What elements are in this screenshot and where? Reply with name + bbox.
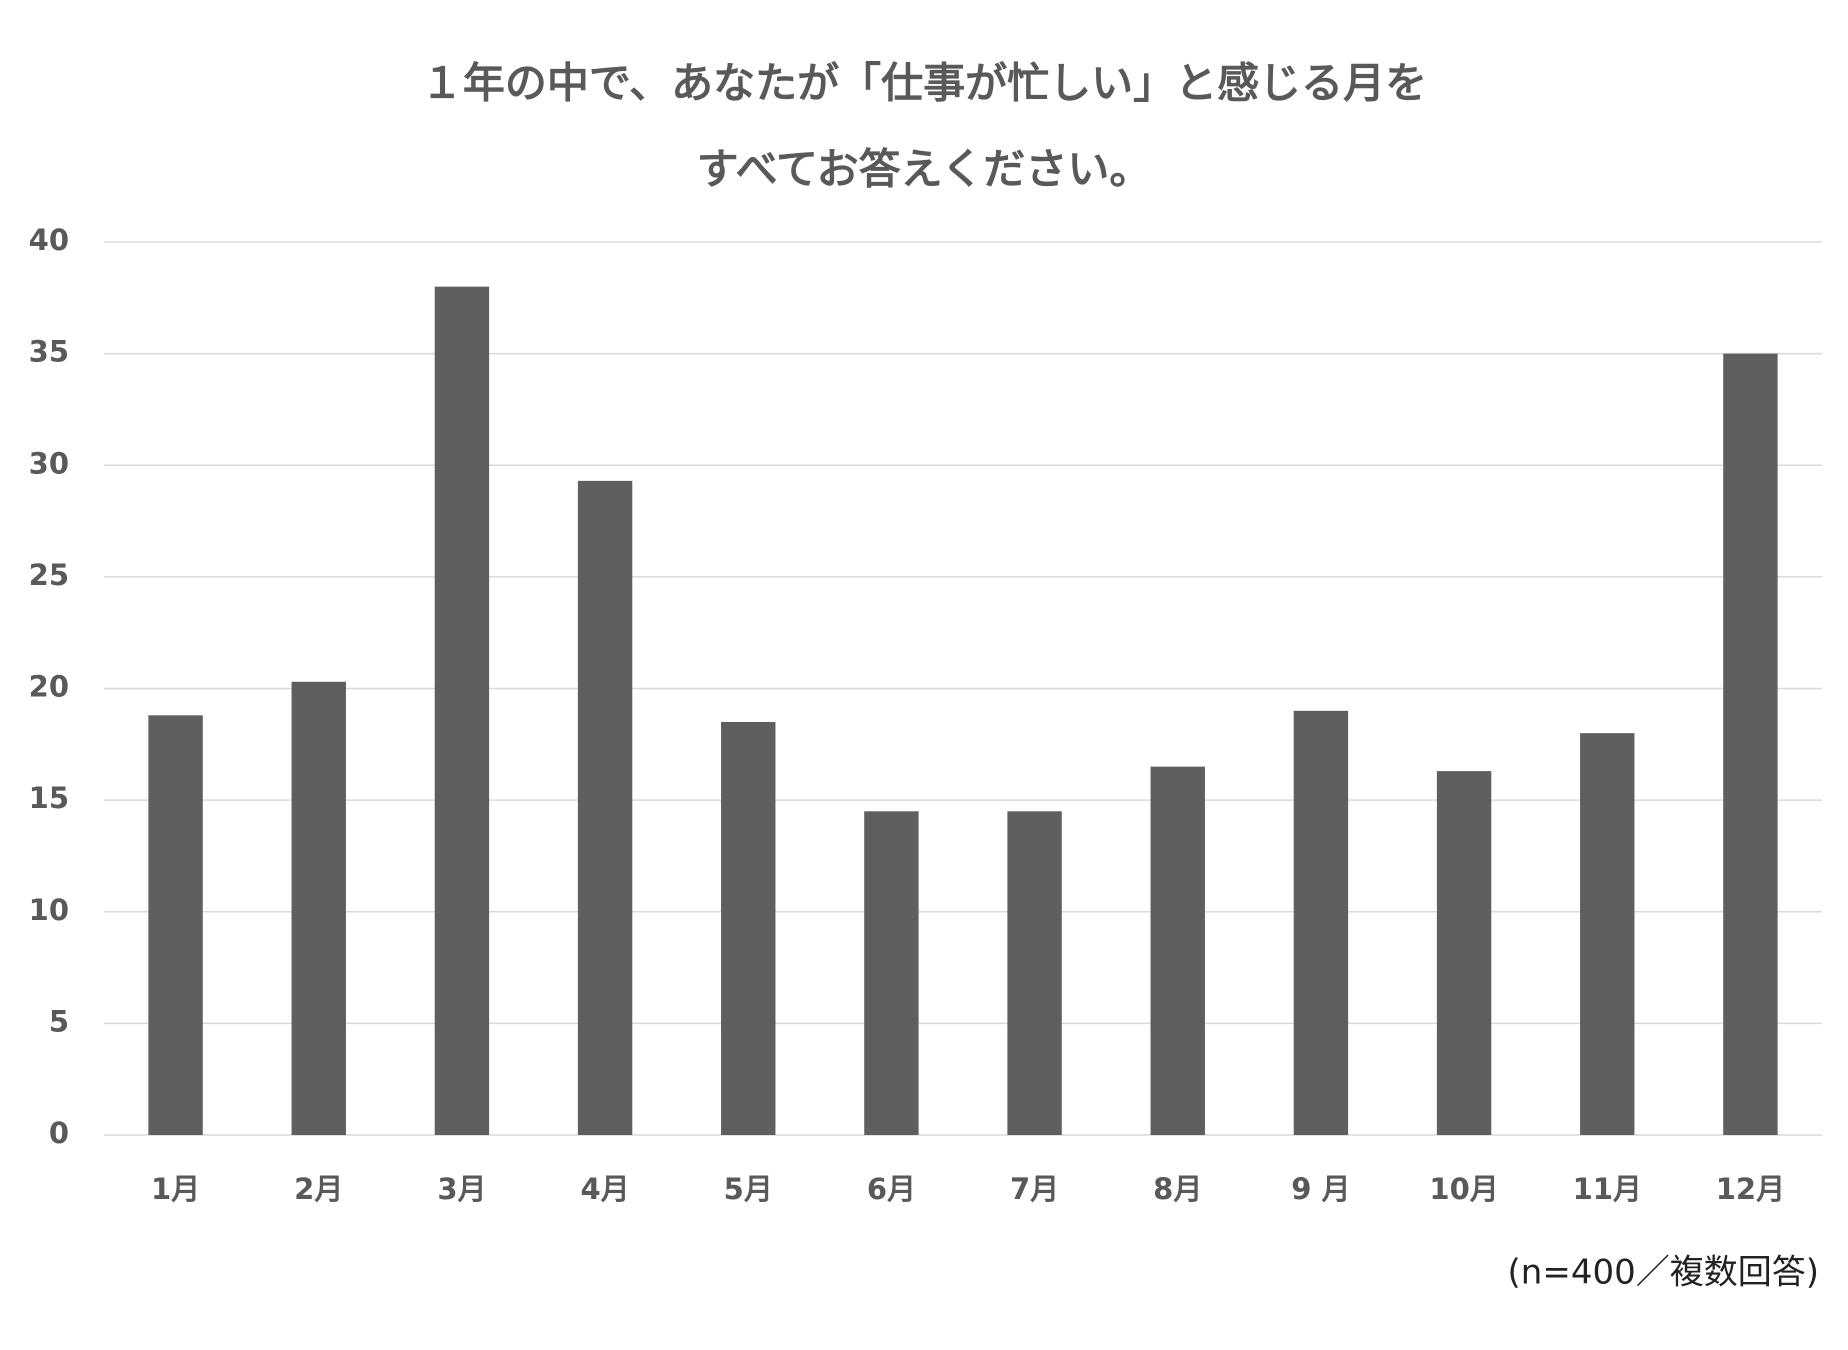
y-tick-label: 5 — [49, 1004, 69, 1038]
x-tick-label: 9 月 — [1291, 1172, 1350, 1206]
y-tick-label: 25 — [29, 558, 69, 592]
y-tick-label: 20 — [29, 670, 69, 704]
bar — [434, 286, 490, 1135]
bar — [148, 715, 203, 1135]
bar — [1007, 811, 1062, 1135]
bar — [291, 681, 346, 1135]
y-tick-label: 0 — [49, 1116, 69, 1150]
x-tick-label: 11月 — [1573, 1172, 1642, 1206]
chart-title: １年の中で、あなたが「仕事が忙しい」と感じる月を — [421, 59, 1427, 108]
chart-title: すべてお答えください。 — [697, 145, 1152, 194]
bar — [1580, 733, 1635, 1135]
y-tick-label: 40 — [29, 223, 69, 257]
x-tick-label: 5月 — [724, 1172, 773, 1206]
x-tick-label: 8月 — [1153, 1172, 1202, 1206]
bar — [721, 721, 776, 1135]
y-tick-label: 15 — [29, 781, 69, 815]
note: (n=400／複数回答) — [1508, 1253, 1819, 1293]
x-tick-label: 1月 — [151, 1172, 200, 1206]
x-tick-label: 3月 — [437, 1172, 486, 1206]
y-tick-label: 10 — [29, 893, 69, 927]
y-tick-label: 30 — [29, 446, 69, 480]
x-tick-label: 12月 — [1716, 1172, 1785, 1206]
x-tick-label: 6月 — [867, 1172, 916, 1206]
y-tick-label: 35 — [29, 335, 69, 369]
x-tick-label: 7月 — [1010, 1172, 1059, 1206]
x-tick-label: 10月 — [1429, 1172, 1498, 1206]
bar — [864, 811, 919, 1135]
bar — [1150, 766, 1205, 1135]
x-tick-label: 2月 — [294, 1172, 343, 1206]
bar — [1436, 771, 1492, 1135]
bar — [577, 480, 633, 1135]
x-tick-label: 4月 — [580, 1172, 629, 1206]
bar — [1723, 353, 1778, 1135]
bar — [1293, 710, 1349, 1135]
